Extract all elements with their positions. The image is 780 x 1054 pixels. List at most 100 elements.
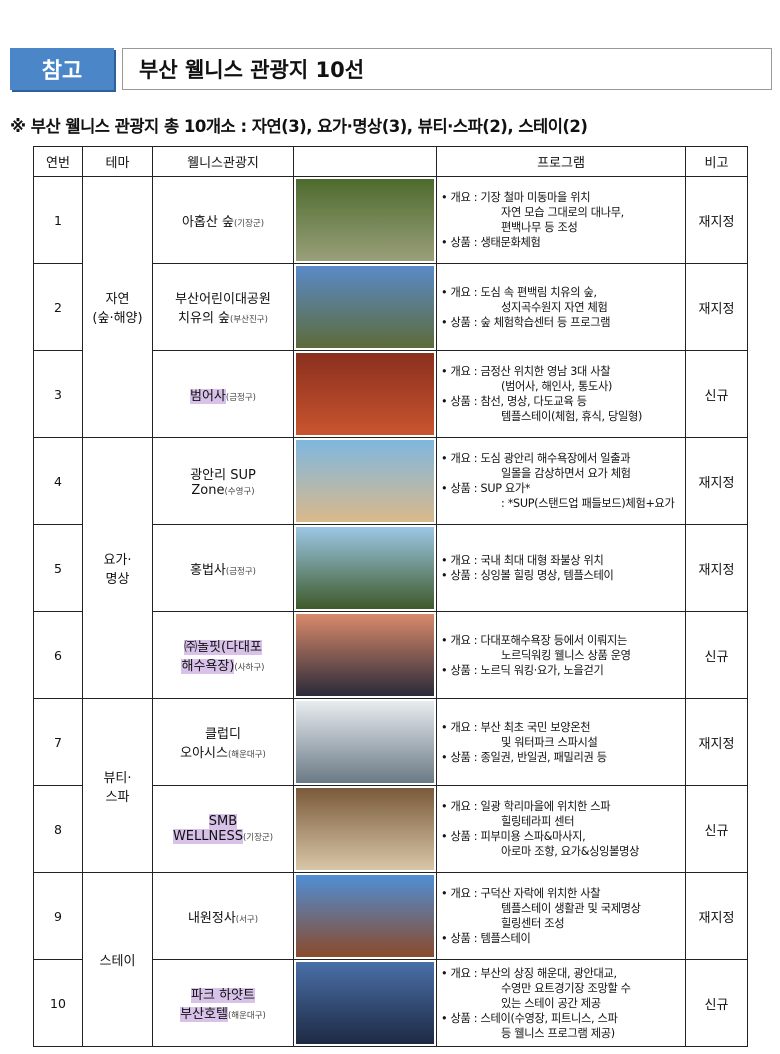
header-row: 연번 테마 웰니스관광지 프로그램 비고 — [33, 146, 748, 177]
header-no: 연번 — [33, 146, 83, 177]
program-line: • 상품 : 노르딕 워킹·요가, 노을걷기 — [441, 663, 604, 677]
program-line: 수영만 요트경기장 조망할 수 — [501, 981, 631, 995]
program-line: : *SUP(스탠드업 패들보드)체험+요가 — [501, 497, 675, 510]
note-cell: 재지정 — [685, 698, 748, 786]
row-number: 9 — [33, 872, 83, 960]
place-photo — [296, 614, 434, 696]
place-name: 내원정사 — [187, 910, 236, 926]
place-photo-cell — [293, 785, 437, 873]
place-photo-cell — [293, 176, 437, 264]
place-name-cell: ㈜놀핏(다대포 해수욕장)(사하구) — [152, 611, 294, 699]
header-note: 비고 — [685, 146, 748, 177]
place-photo — [296, 701, 434, 783]
place-photo-cell — [293, 437, 437, 525]
place-photo — [296, 353, 434, 435]
header-program: 프로그램 — [436, 146, 686, 177]
program-line: • 상품 : 생태문화체험 — [441, 236, 541, 249]
program-line: 일몰을 감상하면서 요가 체험 — [501, 467, 631, 480]
table-row: 6 ㈜놀핏(다대포 해수욕장)(사하구) • 개요 : 다대포해수욕장 등에서 이뤄… — [33, 611, 748, 699]
program-line: 성지곡수원지 자연 체험 — [501, 300, 608, 314]
program-cell: • 개요 : 도심 속 편백림 치유의 숲, 성지곡수원지 자연 체험 • 상품 :… — [436, 263, 686, 351]
place-name-cell: SMB WELLNESS(기장군) — [152, 785, 294, 873]
table-row: 7 뷰티· 스파 클럽디 오아시스(해운대구) • 개요 : 부산 최초 국민 보양온… — [33, 698, 748, 873]
theme-cell: 스테이 — [82, 872, 153, 1047]
program-line: • 개요 : 구덕산 자락에 위치한 사찰 — [441, 887, 601, 900]
place-photo — [296, 788, 434, 870]
program-cell: • 개요 : 국내 최대 대형 좌불상 위치 • 상품 : 싱잉볼 힐링 명상, … — [436, 524, 686, 612]
program-line: (범어사, 해인사, 통도사) — [501, 380, 613, 393]
place-name: 범어사 — [190, 388, 226, 404]
place-district: (기장군) — [233, 218, 265, 229]
program-line: • 개요 : 도심 속 편백림 치유의 숲, — [441, 285, 597, 299]
program-line: 아로마 조향, 요가&싱잉볼명상 — [501, 845, 640, 858]
place-name-cell: 파크 하얏트 부산호텔(해운대구) — [152, 959, 294, 1047]
place-photo — [296, 440, 434, 522]
header-place: 웰니스관광지 — [152, 146, 294, 177]
program-cell: • 개요 : 기장 철마 미동마을 위치 자연 모습 그대로의 대나무, 편백나무 … — [436, 176, 686, 264]
program-line: • 상품 : 숲 체험학습센터 등 프로그램 — [441, 315, 611, 329]
program-line: 및 워터파크 스파시설 — [501, 735, 598, 749]
row-number: 4 — [33, 437, 83, 525]
place-name-cell: 부산어린이대공원 치유의 숲(부산진구) — [152, 263, 294, 351]
program-line: 있는 스테이 공간 제공 — [501, 996, 601, 1010]
program-line: • 개요 : 도심 광안리 해수욕장에서 일출과 — [441, 452, 631, 465]
theme-cell: 요가· 명상 — [82, 437, 153, 699]
place-district: (금정구) — [225, 392, 256, 403]
row-number: 2 — [33, 263, 83, 351]
program-line: • 개요 : 일광 학리마을에 위치한 스파 — [441, 800, 611, 813]
program-line: 힐링센터 조성 — [501, 917, 565, 930]
program-line: • 개요 : 다대포해수욕장 등에서 이뤄지는 — [441, 633, 627, 647]
place-photo-cell — [293, 872, 437, 960]
program-line: 등 웰니스 프로그램 제공) — [501, 1026, 615, 1040]
note-cell: 신규 — [685, 959, 748, 1047]
program-line: 편백나무 등 조성 — [501, 221, 578, 234]
table-row: 3 범어사(금정구) • 개요 : 금정산 위치한 영남 3대 사찰 (범어사, 해인… — [33, 350, 748, 438]
place-photo-cell — [293, 959, 437, 1047]
place-name: 부산어린이대공원 치유의 숲 — [175, 292, 271, 326]
row-number: 1 — [33, 176, 83, 264]
table-row: 1 자연 (숲·해양) 아홉산 숲(기장군) • 개요 : 기장 철마 미동마을 위치… — [33, 176, 748, 438]
place-name: 아홉산 숲 — [181, 214, 234, 230]
program-line: • 상품 : 종일권, 반일권, 패밀리권 등 — [441, 750, 607, 764]
row-number: 3 — [33, 350, 83, 438]
program-cell: • 개요 : 다대포해수욕장 등에서 이뤄지는 노르딕워킹 웰니스 상품 운영 • … — [436, 611, 686, 699]
program-line: • 상품 : SUP 요가* — [441, 482, 531, 495]
row-number: 8 — [33, 785, 83, 873]
place-district: (사하구) — [234, 663, 265, 673]
subtitle: ※ 부산 웰니스 관광지 총 10개소 : 자연(3), 요가·명상(3), 뷰… — [10, 117, 588, 136]
place-district: (수영구) — [224, 487, 255, 497]
row-number: 7 — [33, 698, 83, 786]
place-name-cell: 클럽디 오아시스(해운대구) — [152, 698, 294, 786]
note-cell: 재지정 — [685, 524, 748, 612]
note-cell: 신규 — [685, 611, 748, 699]
table-row: 10 파크 하얏트 부산호텔(해운대구) • 개요 : 부산의 상징 해운대, 광안… — [33, 959, 748, 1047]
place-district: (부산진구) — [230, 315, 268, 325]
place-photo-cell — [293, 698, 437, 786]
program-line: 템플스테이 생활관 및 국제명상 — [501, 902, 641, 915]
program-line: • 상품 : 템플스테이 — [441, 932, 531, 945]
note-cell: 재지정 — [685, 437, 748, 525]
program-line: • 개요 : 부산의 상징 해운대, 광안대교, — [441, 966, 617, 980]
theme-cell: 뷰티· 스파 — [82, 698, 153, 873]
place-district: (기장군) — [242, 833, 274, 843]
place-photo — [296, 266, 434, 348]
place-photo — [296, 875, 434, 957]
place-photo — [296, 179, 434, 261]
program-line: 템플스테이(체험, 휴식, 당일형) — [501, 410, 643, 423]
note-cell: 신규 — [685, 785, 748, 873]
row-number: 5 — [33, 524, 83, 612]
table-row: 5 홍법사(금정구) • 개요 : 국내 최대 대형 좌불상 위치 • 상품 : 싱잉… — [33, 524, 748, 612]
note-cell: 재지정 — [685, 263, 748, 351]
note-cell: 재지정 — [685, 176, 748, 264]
program-cell: • 개요 : 일광 학리마을에 위치한 스파 힐링테라피 센터 • 상품 : 피부미… — [436, 785, 686, 873]
program-line: • 개요 : 부산 최초 국민 보양온천 — [441, 720, 591, 734]
header-theme: 테마 — [82, 146, 153, 177]
place-photo-cell — [293, 611, 437, 699]
place-photo-cell — [293, 263, 437, 351]
place-district: (서구) — [235, 914, 259, 925]
program-line: • 상품 : 싱잉볼 힐링 명상, 템플스테이 — [441, 569, 614, 582]
place-name-cell: 홍법사(금정구) — [152, 524, 294, 612]
program-line: • 개요 : 기장 철마 미동마을 위치 — [441, 191, 591, 204]
